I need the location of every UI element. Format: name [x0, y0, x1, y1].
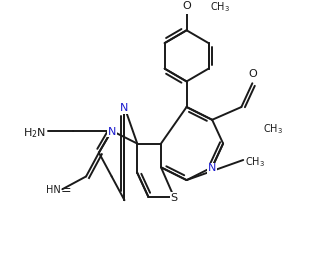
Text: O: O — [182, 1, 191, 11]
Text: N: N — [208, 163, 216, 173]
Text: CH$_3$: CH$_3$ — [263, 122, 283, 136]
Text: CH$_3$: CH$_3$ — [210, 0, 230, 14]
Text: HN: HN — [46, 185, 61, 195]
Text: S: S — [170, 192, 177, 202]
Text: N: N — [120, 103, 129, 113]
Text: N: N — [108, 127, 116, 137]
Text: H$_2$N: H$_2$N — [23, 126, 46, 140]
Text: O: O — [248, 69, 257, 79]
Text: =: = — [61, 184, 71, 197]
Text: CH$_3$: CH$_3$ — [245, 155, 265, 169]
